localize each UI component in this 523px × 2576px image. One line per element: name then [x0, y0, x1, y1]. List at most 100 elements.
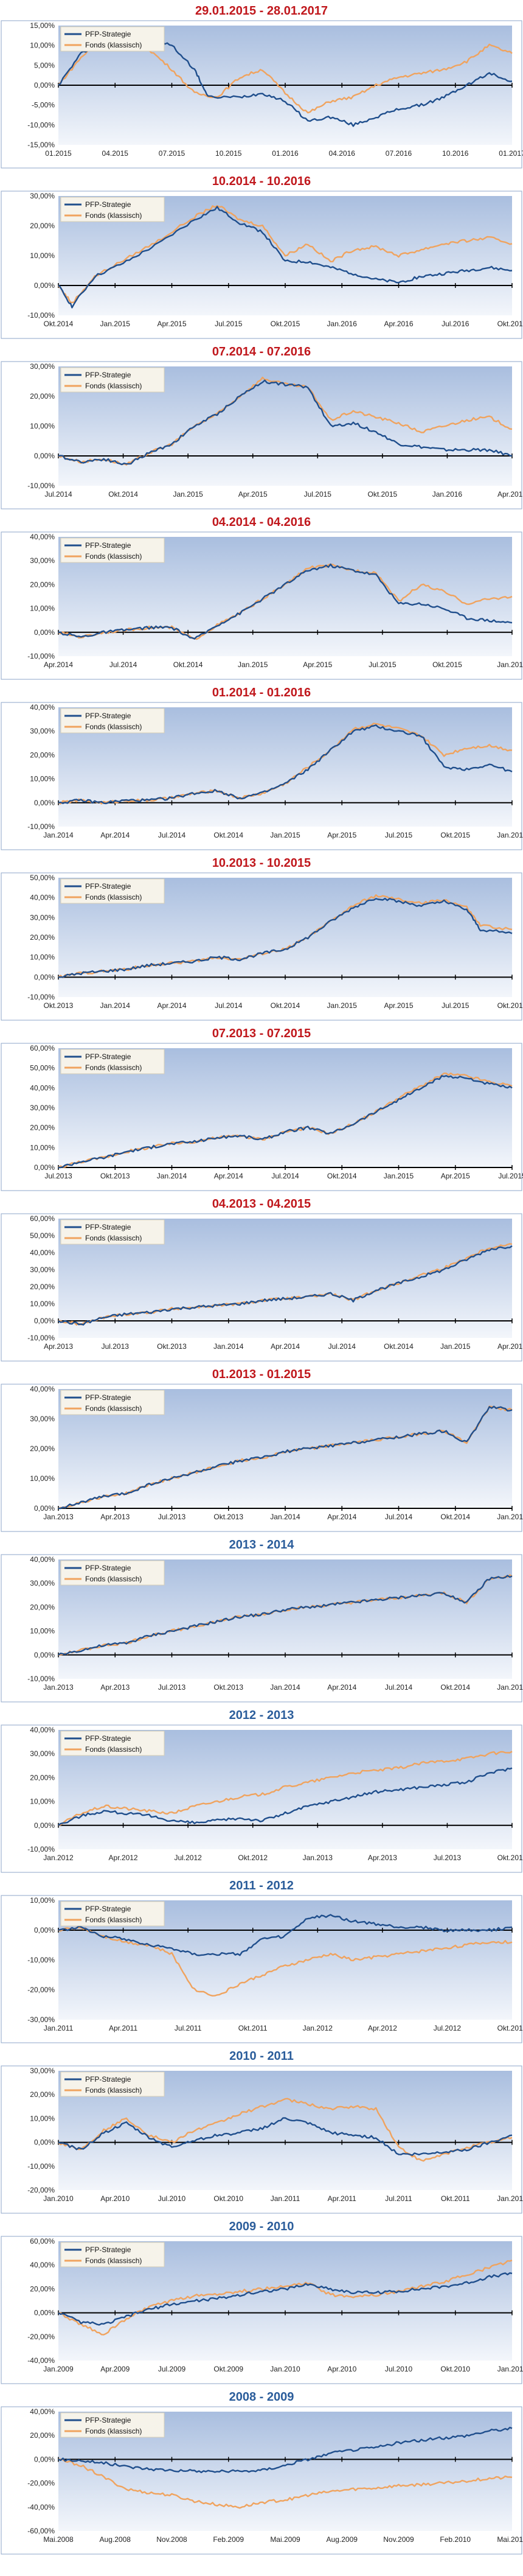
- x-tick-label: Apr.2014: [327, 1683, 356, 1692]
- x-tick-label: Okt.2015: [497, 1001, 523, 1010]
- legend-entry: Fonds (klassisch): [85, 893, 142, 901]
- chart-svg: -10,00% 0,00% 10,00% 20,00% 30,00% 40,00% Jan.…: [1, 1724, 523, 1873]
- x-tick-label: Jul.2014: [44, 490, 72, 499]
- y-tick-label: 60,00%: [30, 2237, 55, 2245]
- x-tick-label: Apr.2012: [109, 1853, 138, 1862]
- series-line-fonds-klassisch: [58, 1751, 513, 1826]
- series-line-fonds-klassisch: [58, 2259, 513, 2336]
- legend-box: [60, 2242, 165, 2267]
- x-tick-label: Okt.2015: [271, 320, 300, 328]
- x-tick-label: Aug.2009: [327, 2535, 358, 2544]
- y-tick-label: 40,00%: [30, 1726, 55, 1734]
- chart-svg: -10,00% 0,00% 10,00% 20,00% 30,00% Jul.2014 Ok…: [1, 361, 523, 509]
- x-tick-label: Jan.2011: [44, 2024, 74, 2032]
- x-tick-label: 07.2016: [386, 149, 412, 158]
- x-tick-label: Okt.2013: [497, 1853, 523, 1862]
- chart-title: 01.2013 - 01.2015: [212, 1368, 311, 1381]
- legend-box: [60, 2071, 165, 2097]
- x-tick-label: Jul.2014: [385, 1513, 413, 1521]
- x-tick-label: Jan.2014: [213, 1342, 244, 1351]
- legend: PFP-Strategie Fonds (klassisch): [60, 1731, 165, 1756]
- y-tick-label: 0,00%: [34, 973, 55, 981]
- chart-svg: -20,00% -10,00% 0,00% 10,00% 20,00% 30,00% Jan…: [1, 2065, 523, 2214]
- legend: PFP-Strategie Fonds (klassisch): [60, 878, 165, 904]
- chart-svg: -15,00% -10,00% -5,00% 0,00% 5,00% 10,00% 15,0…: [1, 20, 523, 169]
- y-tick-label: -10,00%: [27, 1675, 55, 1683]
- x-tick-label: 04.2015: [102, 149, 129, 158]
- x-tick-label: 07.2015: [159, 149, 185, 158]
- x-tick-label: Apr.2013: [44, 1342, 73, 1351]
- legend-entry: PFP-Strategie: [85, 200, 131, 209]
- legend-entry: Fonds (klassisch): [85, 2086, 142, 2095]
- y-tick-label: 30,00%: [30, 1104, 55, 1112]
- chart-svg: -10,00% 0,00% 10,00% 20,00% 30,00% 40,00% Apr.…: [1, 531, 523, 680]
- legend: PFP-Strategie Fonds (klassisch): [60, 367, 165, 393]
- legend: PFP-Strategie Fonds (klassisch): [60, 708, 165, 733]
- y-tick-label: -20,00%: [27, 2479, 55, 2488]
- chart-svg: -10,00% 0,00% 10,00% 20,00% 30,00% 40,00% Jan.…: [1, 1554, 523, 1703]
- legend-entry: Fonds (klassisch): [85, 1575, 142, 1583]
- x-tick-label: Apr.2015: [384, 1001, 413, 1010]
- x-tick-label: Apr.2010: [327, 2365, 356, 2373]
- x-tick-label: Mai.2009: [270, 2535, 300, 2544]
- x-tick-label: Jul.2014: [158, 831, 186, 839]
- chart-svg: -60,00% -40,00% -20,00% 0,00% 20,00% 40,00% Ma…: [1, 2406, 523, 2555]
- y-tick-label: 20,00%: [30, 580, 55, 589]
- x-tick-label: Apr.2014: [327, 1513, 356, 1521]
- x-tick-label: Jul.2009: [158, 2365, 186, 2373]
- x-tick-label: Okt.2013: [44, 1001, 74, 1010]
- series-line-pfp-strategie: [58, 2117, 513, 2156]
- y-tick-label: -60,00%: [27, 2527, 55, 2535]
- x-tick-label: Okt.2014: [108, 490, 138, 499]
- legend-entry: PFP-Strategie: [85, 1564, 131, 1572]
- series-line-pfp-strategie: [58, 1575, 513, 1656]
- x-tick-label: Jan.2010: [270, 2365, 300, 2373]
- legend-entry: PFP-Strategie: [85, 30, 131, 38]
- x-tick-label: 01.2015: [45, 149, 72, 158]
- y-tick-label: 50,00%: [30, 873, 55, 882]
- y-tick-label: 20,00%: [30, 1444, 55, 1453]
- x-tick-label: Jul.2011: [385, 2194, 412, 2203]
- y-tick-label: 20,00%: [30, 1283, 55, 1291]
- x-tick-label: Okt.2014: [44, 320, 74, 328]
- chart-svg: -10,00% 0,00% 10,00% 20,00% 30,00% 40,00% 50,0…: [1, 1213, 523, 1362]
- y-tick-label: -10,00%: [27, 1956, 55, 1964]
- legend: PFP-Strategie Fonds (klassisch): [60, 1560, 165, 1586]
- y-tick-label: 20,00%: [30, 933, 55, 942]
- y-tick-label: 30,00%: [30, 362, 55, 371]
- y-tick-label: 20,00%: [30, 392, 55, 401]
- x-tick-label: Jul.2013: [158, 1513, 186, 1521]
- series-line-fonds-klassisch: [58, 205, 513, 304]
- y-tick-label: 10,00%: [30, 1896, 55, 1905]
- series-line-pfp-strategie: [58, 563, 513, 640]
- y-tick-label: 30,00%: [30, 1749, 55, 1758]
- x-tick-label: Okt.2014: [440, 1513, 470, 1521]
- x-tick-label: Okt.2014: [213, 831, 243, 839]
- chart-title: 2011 - 2012: [229, 1879, 294, 1892]
- legend-entry: PFP-Strategie: [85, 882, 131, 891]
- chart-svg: -10,00% 0,00% 10,00% 20,00% 30,00% Okt.2014 Ja…: [1, 191, 523, 339]
- x-tick-label: Jul.2015: [369, 660, 397, 669]
- x-tick-label: Jan.2013: [303, 1853, 333, 1862]
- y-tick-label: 20,00%: [30, 1124, 55, 1132]
- legend-box: [60, 1049, 165, 1074]
- chart-svg: 0,00% 10,00% 20,00% 30,00% 40,00% Jan.2013 Apr…: [1, 1384, 523, 1532]
- x-tick-label: Jan.2014: [100, 1001, 131, 1010]
- legend-box: [60, 1390, 165, 1415]
- chart-svg: -30,00% -20,00% -10,00% 0,00% 10,00% Jan.2011…: [1, 1895, 523, 2043]
- y-tick-label: -40,00%: [27, 2356, 55, 2365]
- y-tick-label: -10,00%: [27, 2162, 55, 2171]
- legend-entry: Fonds (klassisch): [85, 211, 142, 220]
- x-tick-label: Nov.2008: [156, 2535, 187, 2544]
- y-tick-label: -10,00%: [27, 822, 55, 831]
- y-tick-label: 20,00%: [30, 222, 55, 230]
- x-tick-label: 01.2016: [272, 149, 299, 158]
- legend-entry: PFP-Strategie: [85, 2245, 131, 2254]
- x-tick-label: Apr.2011: [328, 2194, 356, 2203]
- y-tick-label: 15,00%: [30, 21, 55, 30]
- x-tick-label: Jan.2015: [100, 320, 131, 328]
- series-line-pfp-strategie: [58, 379, 513, 466]
- legend: PFP-Strategie Fonds (klassisch): [60, 1219, 165, 1245]
- x-tick-label: Jan.2012: [497, 2194, 523, 2203]
- legend-box: [60, 26, 165, 52]
